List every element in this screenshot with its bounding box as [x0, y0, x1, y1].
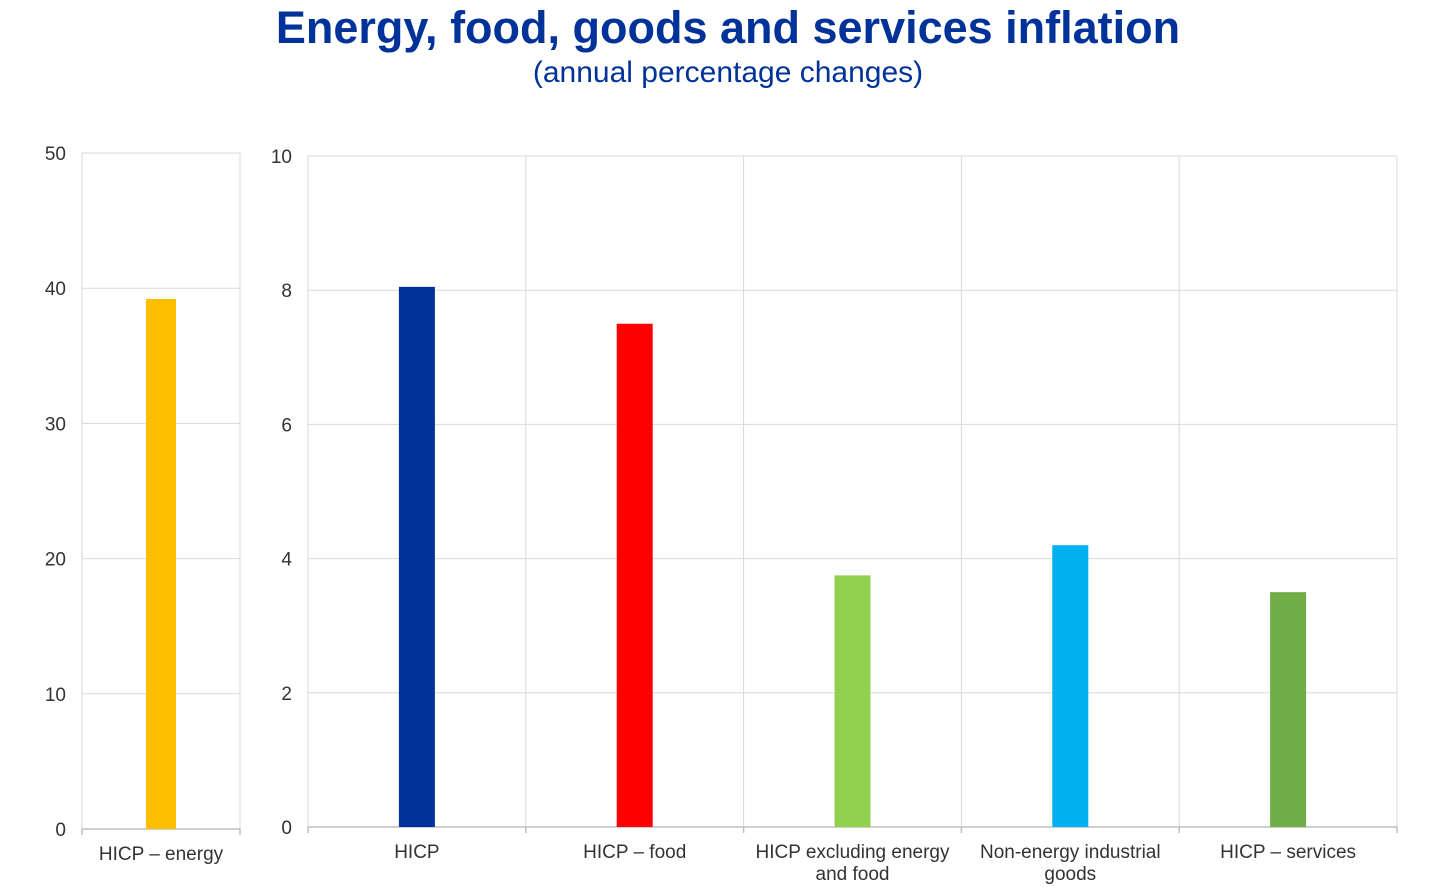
bar: [146, 299, 176, 829]
y-tick-label: 10: [271, 147, 292, 168]
y-tick-label: 6: [281, 415, 292, 436]
y-tick-label: 50: [45, 144, 66, 165]
x-tick-label: HICP – services: [1220, 842, 1356, 863]
bar: [398, 286, 435, 828]
bar: [1052, 545, 1089, 827]
y-tick-label: 40: [45, 279, 66, 300]
x-tick-label: HICP: [394, 842, 439, 863]
bar: [1270, 592, 1307, 827]
y-tick-label: 8: [281, 281, 292, 302]
y-tick-label: 30: [45, 414, 66, 435]
x-tick-label: Non-energy industrial: [980, 842, 1161, 863]
y-tick-label: 0: [281, 818, 292, 839]
x-tick-label: HICP – food: [583, 842, 686, 863]
y-tick-label: 10: [45, 685, 66, 706]
y-tick-label: 0: [55, 820, 66, 841]
x-tick-label: and food: [816, 864, 890, 885]
bar: [616, 323, 653, 827]
chart-title: Energy, food, goods and services inflati…: [275, 2, 1181, 53]
bar: [834, 575, 871, 827]
x-tick-label: goods: [1044, 864, 1096, 885]
y-tick-label: 2: [281, 684, 292, 705]
x-tick-label: HICP – energy: [99, 844, 224, 865]
y-tick-label: 4: [281, 550, 292, 571]
x-tick-label: HICP excluding energy: [756, 842, 950, 863]
y-tick-label: 20: [45, 550, 66, 571]
chart-subtitle: (annual percentage changes): [532, 56, 924, 89]
